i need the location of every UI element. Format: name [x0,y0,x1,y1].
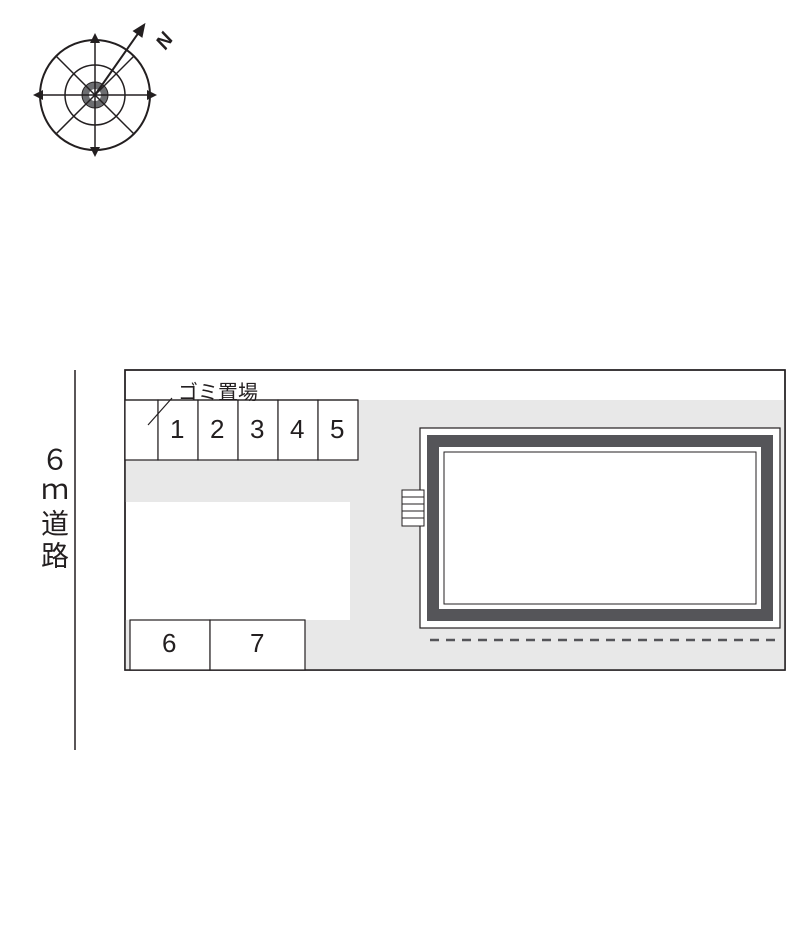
parking-num-5: 5 [330,414,344,445]
parking-num-3: 3 [250,414,264,445]
stairs-icon [402,490,424,526]
road-label: ６ｍ道路 [33,445,73,573]
lot-fill-left-gap [125,460,358,502]
lot-fill-top-right [358,400,785,426]
parking-row-bottom [130,620,305,670]
parking-num-1: 1 [170,414,184,445]
stairs-outline [402,490,424,526]
parking-num-7: 7 [250,628,264,659]
garbage-box [125,400,158,460]
parking-num-6: 6 [162,628,176,659]
parking-num-2: 2 [210,414,224,445]
parking-num-4: 4 [290,414,304,445]
compass-icon [33,19,157,157]
building-inner-line [444,452,756,604]
site-plan-canvas: N ６ｍ道路 ゴミ置場 1 2 3 4 5 6 7 [0,0,800,940]
site-plan-svg [0,0,800,940]
garbage-label: ゴミ置場 [178,376,258,405]
